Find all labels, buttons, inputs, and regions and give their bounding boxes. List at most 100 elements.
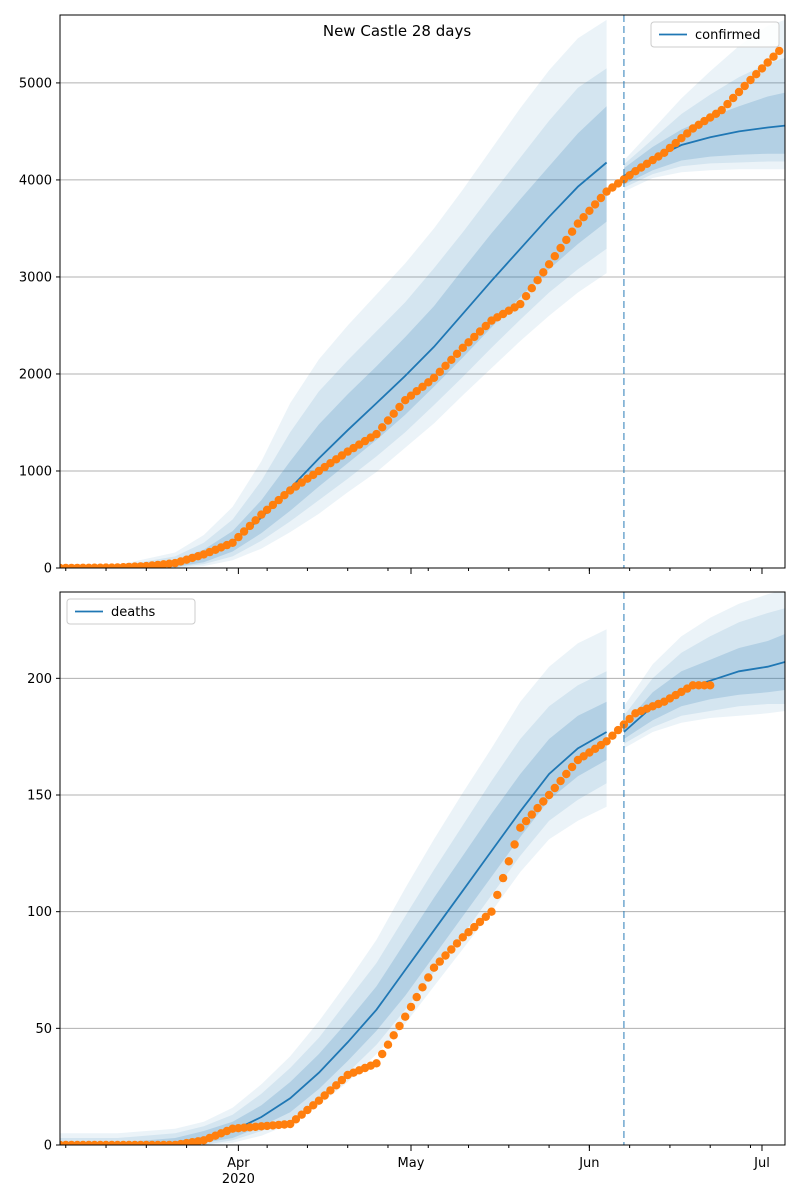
confirmed-panel: 0 1000 2000 3000 4000 5000 confirmed — [19, 14, 786, 577]
y-tick-label: 100 — [27, 905, 52, 920]
observed-point — [544, 260, 554, 269]
observed-point — [677, 134, 686, 143]
observed-point — [389, 1031, 398, 1040]
observed-point — [297, 1110, 306, 1119]
observed-point — [435, 957, 444, 966]
observed-point — [562, 769, 571, 779]
observed-point — [527, 284, 536, 293]
x-tick-label: 2020 — [222, 1172, 255, 1187]
y-tick-label: 200 — [27, 672, 52, 687]
observed-point — [533, 803, 542, 813]
observed-point — [556, 776, 565, 786]
observed-point — [481, 912, 490, 921]
observed-point — [567, 762, 577, 772]
observed-point — [424, 378, 433, 387]
observed-point — [544, 790, 554, 800]
observed-point — [521, 292, 531, 301]
observed-point — [556, 243, 565, 253]
observed-point — [475, 327, 485, 336]
observed-point — [470, 922, 479, 932]
legend: confirmed — [650, 21, 780, 48]
axes-frame — [59, 591, 786, 1146]
observed-point — [257, 510, 266, 519]
observed-point — [613, 179, 623, 188]
observed-point — [521, 816, 531, 826]
uncertainty-band — [623, 608, 785, 744]
observed-point — [608, 731, 617, 740]
x-tick-label: May — [398, 1156, 425, 1171]
observed-point — [660, 148, 669, 157]
y-tick-label: 150 — [27, 789, 52, 804]
observed-point — [372, 429, 381, 439]
observed-point — [309, 1101, 318, 1110]
observed-point — [418, 382, 427, 391]
observed-point — [262, 505, 272, 514]
observed-point — [487, 907, 496, 916]
observed-point — [590, 200, 600, 209]
observed-point — [585, 206, 594, 215]
uncertainty-band — [623, 592, 785, 749]
observed-point — [383, 416, 393, 425]
observed-point — [464, 338, 473, 347]
observed-point — [723, 99, 732, 109]
observed-point — [539, 797, 548, 806]
observed-point — [280, 491, 289, 500]
observed-point — [516, 823, 525, 832]
observed-point — [452, 939, 462, 948]
observed-point — [337, 1075, 347, 1085]
observed-point — [752, 70, 761, 79]
observed-point — [475, 917, 485, 927]
observed-point — [418, 983, 427, 992]
observed-point — [757, 64, 767, 73]
observed-point — [550, 783, 559, 793]
observed-point — [688, 681, 698, 690]
observed-point — [274, 495, 283, 505]
observed-point — [389, 409, 398, 418]
observed-point — [625, 171, 634, 180]
observed-point — [516, 299, 525, 309]
observed-point — [447, 945, 456, 954]
y-tick-label: 5000 — [19, 76, 52, 91]
y-tick-label: 0 — [44, 562, 52, 577]
y-tick-label: 1000 — [19, 464, 52, 479]
figure-title: New Castle 28 days — [323, 22, 471, 40]
observed-point — [504, 857, 513, 866]
observed-point — [700, 681, 709, 690]
legend-box — [650, 21, 780, 48]
observed-point — [734, 87, 744, 97]
observed-point — [234, 532, 243, 542]
observed-point — [303, 1105, 312, 1115]
observed-point — [527, 810, 536, 819]
observed-point — [665, 143, 675, 153]
observed-point — [729, 93, 738, 103]
observed-point — [245, 521, 255, 531]
observed-point — [395, 1021, 404, 1031]
observed-point — [763, 58, 772, 67]
observed-point — [401, 396, 410, 405]
observed-point — [706, 681, 715, 690]
observed-point — [613, 725, 623, 735]
observed-point — [470, 332, 479, 342]
observed-point — [406, 1002, 416, 1012]
legend-label: confirmed — [695, 28, 761, 43]
observed-point — [406, 391, 416, 400]
y-tick-label: 0 — [44, 1139, 52, 1154]
observed-point — [740, 81, 749, 91]
observed-point — [441, 951, 450, 960]
observed-point — [412, 387, 421, 396]
uncertainty-band — [60, 629, 607, 1145]
observed-point — [717, 105, 726, 115]
observed-point — [429, 373, 439, 382]
observed-point — [510, 840, 519, 849]
observed-point — [332, 1081, 341, 1090]
observed-point — [573, 219, 583, 228]
observed-point — [493, 890, 502, 900]
observed-point — [498, 873, 508, 883]
observed-point — [550, 252, 559, 261]
observed-point — [533, 276, 542, 285]
observed-point — [326, 1086, 335, 1095]
observed-point — [435, 367, 444, 376]
y-tick-label: 4000 — [19, 173, 52, 188]
observed-point — [383, 1040, 393, 1049]
